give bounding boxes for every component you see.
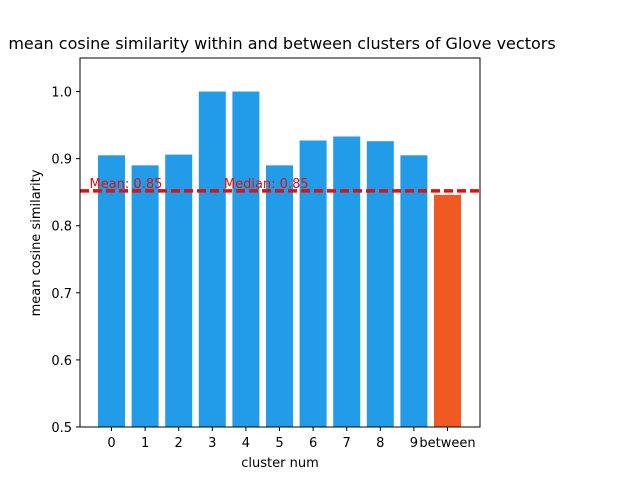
- y-tick-label-0.7: 0.7: [51, 287, 72, 302]
- x-tick-label-9: 9: [410, 436, 418, 451]
- bar-8: [366, 141, 394, 427]
- x-tick-label-0: 0: [107, 436, 115, 451]
- x-axis-label: cluster num: [241, 456, 319, 471]
- x-tick-label-2: 2: [175, 436, 183, 451]
- bar-between: [434, 194, 461, 427]
- y-tick-label-0.9: 0.9: [51, 153, 72, 168]
- annotation-mean: Mean: 0.85: [90, 177, 163, 192]
- bars-group: [98, 91, 461, 428]
- chart-title: mean cosine similarity within and betwee…: [8, 34, 555, 53]
- bar-4: [232, 91, 260, 428]
- x-ticks-group: 0 1 2 3 4 5 6 7 8 9 between: [107, 427, 476, 451]
- x-tick-label-6: 6: [309, 436, 317, 451]
- y-tick-label-0.8: 0.8: [51, 220, 72, 235]
- bar-3: [198, 91, 226, 428]
- bar-9: [400, 155, 428, 427]
- x-tick-label-7: 7: [343, 436, 351, 451]
- bar-2: [165, 154, 193, 428]
- y-ticks-group: 0.5 0.6 0.7 0.8 0.9 1.0: [51, 86, 80, 436]
- x-tick-label-between: between: [419, 436, 475, 451]
- annotations-group: Mean: 0.85 Median: 0.85: [90, 177, 309, 192]
- bar-7: [333, 136, 361, 427]
- x-tick-label-4: 4: [242, 436, 250, 451]
- x-tick-label-5: 5: [275, 436, 283, 451]
- y-tick-label-0.6: 0.6: [51, 354, 72, 369]
- y-tick-label-0.5: 0.5: [51, 421, 72, 436]
- bar-1: [131, 165, 159, 427]
- x-tick-label-8: 8: [376, 436, 384, 451]
- bar-5: [266, 165, 293, 427]
- bar-6: [299, 140, 327, 427]
- y-axis-label: mean cosine similarity: [29, 169, 44, 316]
- bar-0: [98, 155, 125, 427]
- x-tick-label-3: 3: [208, 436, 216, 451]
- y-tick-label-1.0: 1.0: [51, 86, 72, 101]
- x-tick-label-1: 1: [141, 436, 149, 451]
- annotation-median: Median: 0.85: [224, 177, 309, 192]
